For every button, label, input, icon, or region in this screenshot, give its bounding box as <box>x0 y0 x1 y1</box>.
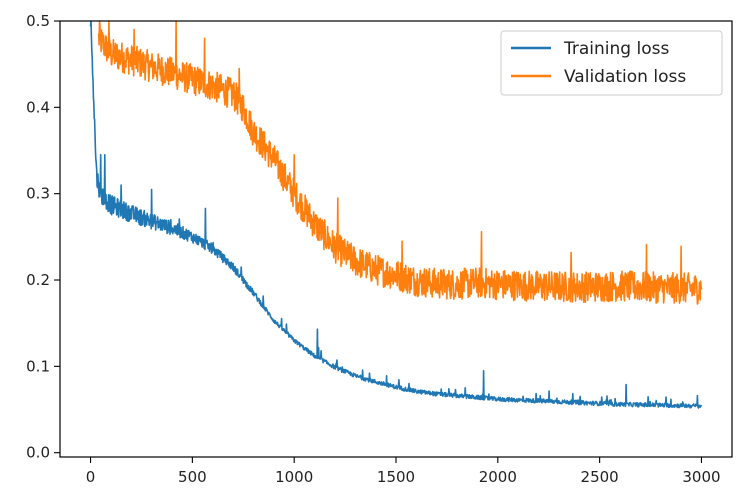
x-tick-label: 500 <box>178 468 207 486</box>
series-layer <box>89 20 703 409</box>
y-tick-label: 0.4 <box>26 98 50 116</box>
y-axis-ticks: 0.0 0.1 0.2 0.3 0.4 0.5 <box>26 12 60 462</box>
x-axis-ticks: 0 500 1000 1500 2000 2500 3000 <box>86 457 721 486</box>
y-tick-label: 0.2 <box>26 271 50 289</box>
y-tick-label: 0.1 <box>26 357 50 375</box>
y-tick-label: 0.0 <box>26 444 50 462</box>
x-tick-label: 2500 <box>581 468 619 486</box>
legend-box <box>500 30 723 96</box>
legend: Training loss Validation loss <box>500 30 723 96</box>
x-tick-label: 1000 <box>275 468 313 486</box>
y-tick-label: 0.3 <box>26 185 50 203</box>
legend-label-validation-loss: Validation loss <box>564 67 686 87</box>
x-tick-label: 3000 <box>682 468 720 486</box>
x-tick-label: 1500 <box>377 468 415 486</box>
x-tick-label: 2000 <box>479 468 517 486</box>
series-line-validation-loss <box>97 20 703 305</box>
legend-label-training-loss: Training loss <box>563 39 669 59</box>
x-tick-label: 0 <box>86 468 96 486</box>
y-tick-label: 0.5 <box>26 12 50 30</box>
series-line-training-loss <box>89 20 703 409</box>
